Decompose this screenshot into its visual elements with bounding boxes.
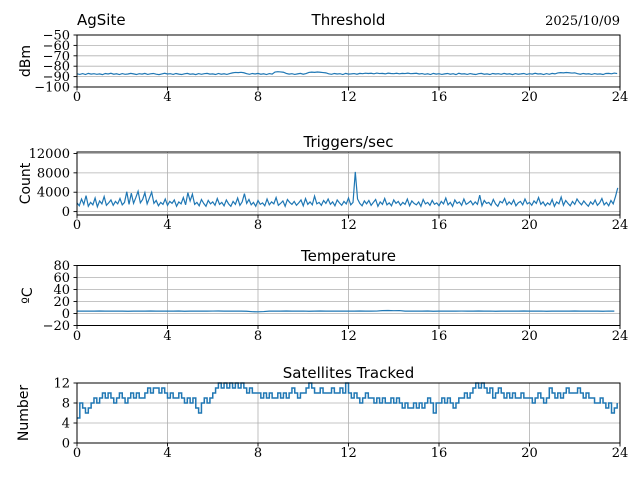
satellites-xtick-label: 4 (163, 446, 171, 461)
threshold-ytick-label: −80 (43, 60, 70, 75)
threshold-ytick-label: −60 (43, 39, 70, 54)
triggers-xtick-label: 20 (521, 218, 538, 233)
satellites-ylabel: Number (16, 385, 32, 441)
threshold-ytick-label: −70 (43, 49, 70, 64)
satellites-xtick-label: 20 (521, 446, 538, 461)
triggers-tick-marks (73, 153, 621, 219)
temperature-grid (76, 265, 621, 326)
triggers-xtick-label: 12 (340, 218, 357, 233)
temperature-ytick-label: 80 (53, 259, 70, 274)
threshold-tick-marks (73, 34, 621, 91)
threshold-title: Threshold (311, 11, 386, 29)
triggers-xtick-label: 8 (254, 218, 262, 233)
triggers-ytick-label: 12000 (29, 147, 70, 162)
triggers-ytick-label: 8000 (37, 166, 70, 181)
threshold-xtick-label: 0 (73, 90, 81, 105)
temperature-xtick-label: 8 (254, 329, 262, 344)
threshold-xtick-label: 8 (254, 90, 262, 105)
satellites-xtick-label: 0 (73, 446, 81, 461)
satellites-xtick-label: 8 (254, 446, 262, 461)
triggers-series-line (76, 171, 619, 209)
threshold-title-date: 2025/10/09 (545, 14, 620, 29)
satellites-series-line (77, 382, 618, 419)
temperature-ytick-label: −20 (43, 319, 70, 334)
temperature-tick-marks (73, 265, 621, 329)
satellites-tick-marks (73, 382, 621, 447)
threshold-ytick-label: −90 (43, 70, 70, 85)
threshold-xtick-label: 12 (340, 90, 357, 105)
threshold-grid (76, 34, 621, 88)
triggers-ytick-label: 4000 (37, 186, 70, 201)
threshold-xtick-label: 24 (612, 90, 629, 105)
threshold-xtick-label: 20 (521, 90, 538, 105)
satellites-ytick-label: 8 (62, 397, 70, 412)
satellites-ytick-label: 12 (53, 377, 70, 392)
triggers-title: Triggers/sec (303, 133, 394, 151)
triggers-xtick-label: 24 (612, 218, 629, 233)
triggers-xtick-label: 16 (431, 218, 448, 233)
triggers-xtick-label: 4 (163, 218, 171, 233)
satellites-xtick-label: 16 (431, 446, 448, 461)
satellites-xtick-label: 12 (340, 446, 357, 461)
satellites-title: Satellites Tracked (283, 364, 414, 382)
temperature-ytick-label: 60 (53, 271, 70, 286)
temperature-xtick-label: 0 (73, 329, 81, 344)
threshold-series-line (76, 71, 618, 76)
temperature-xtick-label: 4 (163, 329, 171, 344)
temperature-ytick-label: 0 (62, 307, 70, 322)
temperature-ytick-label: 40 (53, 283, 70, 298)
threshold-xtick-label: 4 (163, 90, 171, 105)
threshold-ytick-label: −100 (34, 81, 70, 96)
satellites-ytick-label: 0 (62, 437, 70, 452)
threshold-xtick-label: 16 (431, 90, 448, 105)
threshold-title-left: AgSite (77, 11, 126, 29)
satellites-ytick-label: 4 (62, 417, 70, 432)
triggers-ylabel: Count (18, 162, 34, 204)
threshold-ytick-label: −50 (43, 29, 70, 44)
triggers-xtick-label: 0 (73, 218, 81, 233)
temperature-ylabel: ºC (20, 287, 36, 304)
temperature-xtick-label: 12 (340, 329, 357, 344)
temperature-ytick-label: 20 (53, 295, 70, 310)
temperature-series-line (76, 309, 615, 313)
temperature-xtick-label: 24 (612, 329, 629, 344)
satellites-xtick-label: 24 (612, 446, 629, 461)
temperature-xtick-label: 20 (521, 329, 538, 344)
triggers-ytick-label: 0 (62, 205, 70, 220)
threshold-ylabel: dBm (18, 45, 34, 77)
temperature-xtick-label: 16 (431, 329, 448, 344)
temperature-title: Temperature (300, 247, 396, 265)
triggers-grid (76, 152, 621, 215)
